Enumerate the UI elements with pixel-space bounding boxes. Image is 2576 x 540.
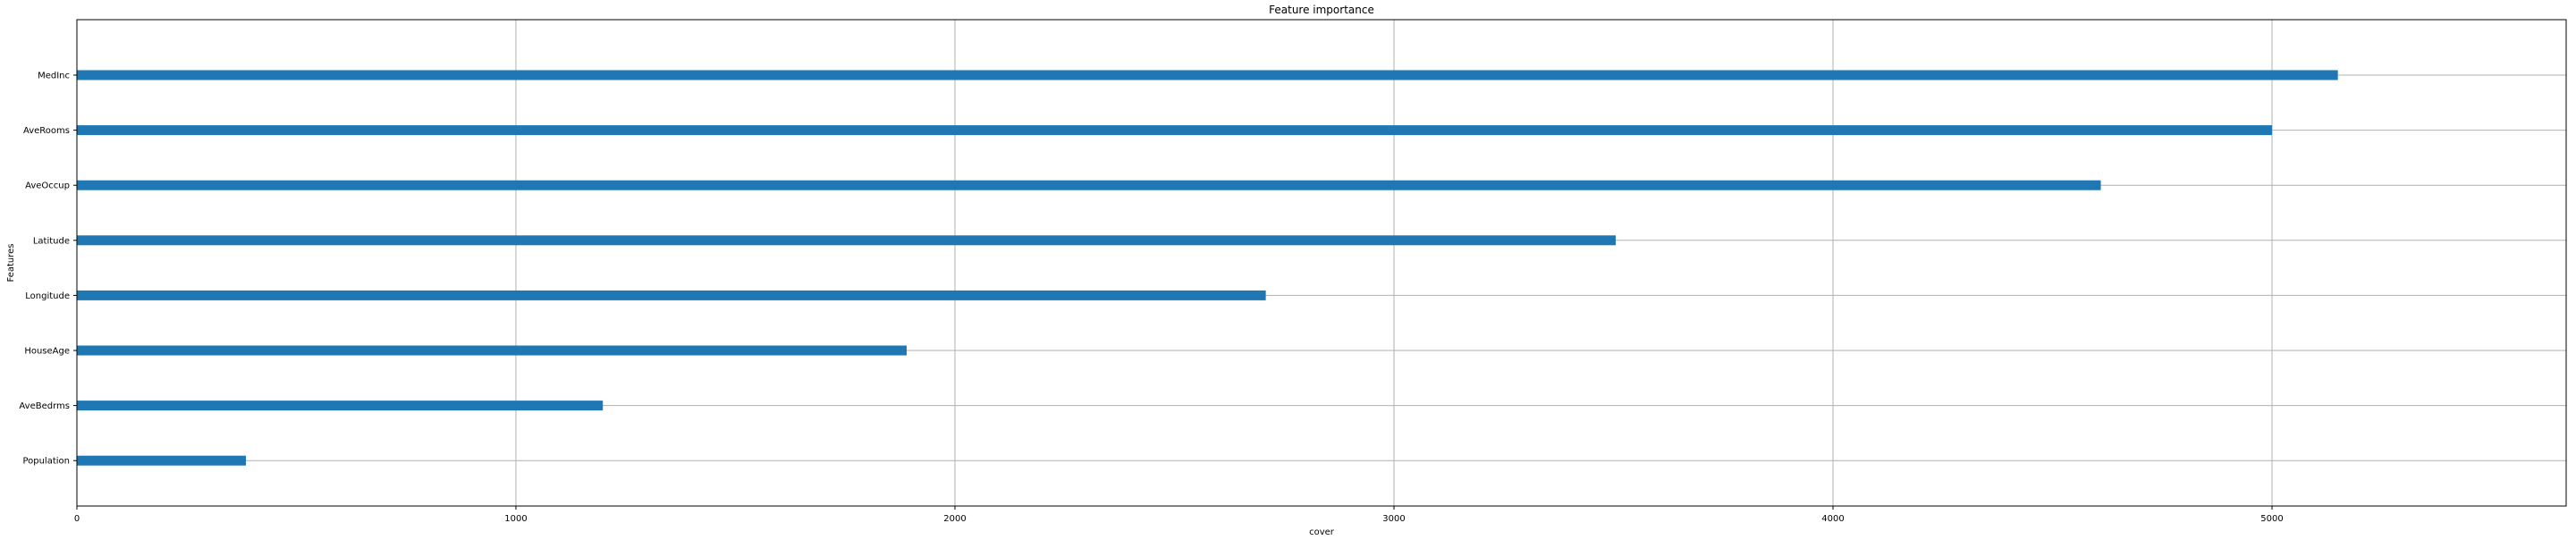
y-tick-label: MedInc	[38, 72, 70, 81]
bar-medinc	[77, 70, 2338, 80]
bar-houseage	[77, 345, 907, 356]
x-tick-label: 1000	[504, 514, 527, 524]
y-tick-label: Longitude	[25, 291, 70, 301]
y-tick-label: AveOccup	[25, 181, 70, 191]
x-tick-label: 2000	[943, 514, 966, 524]
bar-population	[77, 455, 247, 466]
bars	[77, 70, 2338, 466]
chart-title: Feature importance	[1269, 4, 1374, 16]
x-tick-label: 0	[74, 514, 80, 524]
y-axis-title: Features	[6, 244, 16, 283]
x-axis-title: cover	[1309, 527, 1335, 537]
y-tick-label: Population	[22, 457, 70, 467]
x-axis-ticks: 0 1000 2000 3000 4000 5000	[74, 506, 2284, 524]
y-tick-label: AveRooms	[23, 126, 70, 136]
plot-frame	[76, 19, 2567, 507]
y-axis-ticks: MedInc AveRooms AveOccup Latitude Longitude H…	[19, 72, 77, 467]
bar-latitude	[77, 235, 1616, 246]
bar-averooms	[77, 125, 2273, 136]
bar-aveoccup	[77, 180, 2101, 190]
y-tick-label: Latitude	[33, 236, 70, 246]
y-tick-label: AveBedrms	[19, 401, 70, 411]
bar-longitude	[77, 290, 1266, 300]
y-tick-label: HouseAge	[24, 347, 70, 357]
x-tick-label: 5000	[2260, 514, 2283, 524]
bar-avebedrms	[77, 401, 604, 411]
x-tick-label: 3000	[1382, 514, 1405, 524]
x-tick-label: 4000	[1821, 514, 1844, 524]
